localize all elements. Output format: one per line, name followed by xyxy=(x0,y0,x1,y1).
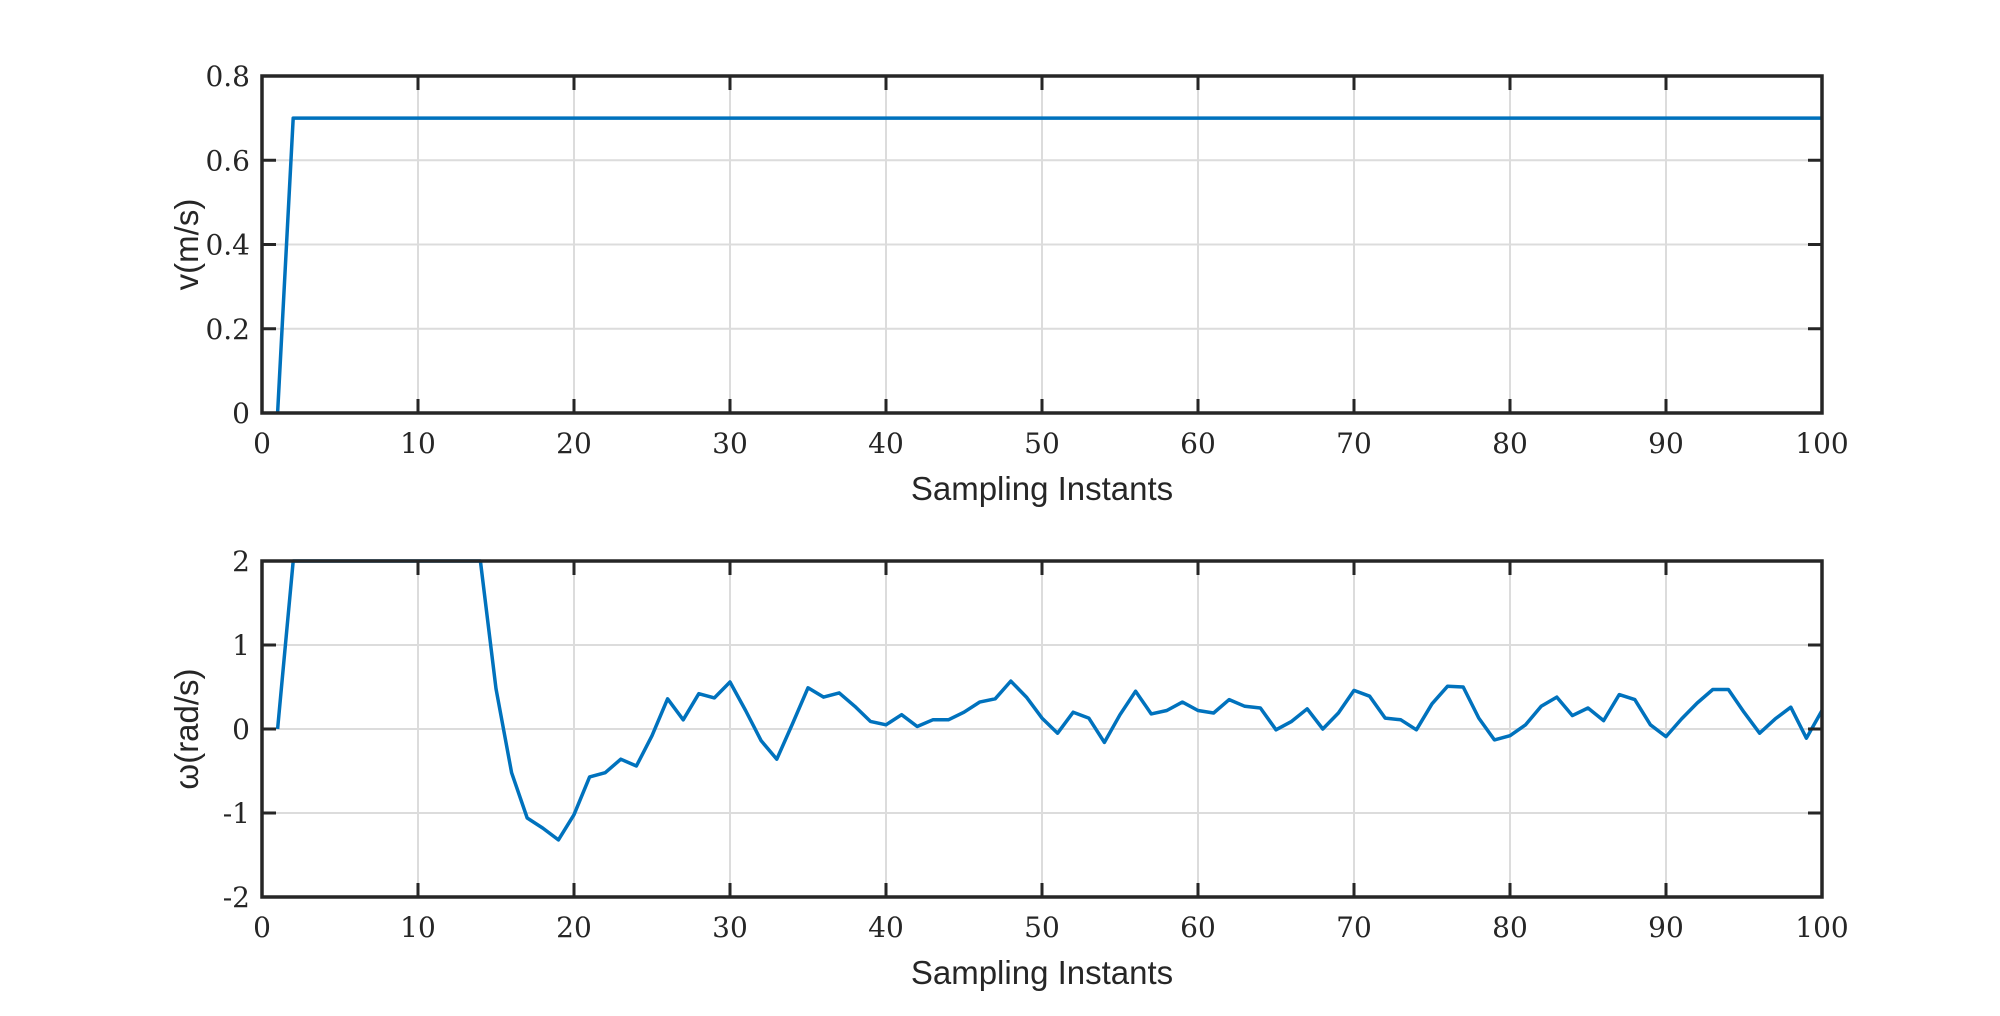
velocity-series-line xyxy=(275,116,1822,414)
omega-x-tick-label: 20 xyxy=(556,911,592,944)
omega-y-tick-label: 0 xyxy=(232,713,250,746)
subplot-velocity: 0 10 20 30 40 50 60 70 80 90 100 0 0.2 0.4 0.6 0.8 Sam… xyxy=(168,60,1849,507)
omega-x-tick-label: 80 xyxy=(1492,911,1528,944)
velocity-y-tick-labels: 0 0.2 0.4 0.6 0.8 xyxy=(205,60,250,430)
velocity-y-tick-label: 0.6 xyxy=(205,144,250,177)
omega-y-axis-label: ω(rad/s) xyxy=(168,668,205,789)
omega-series xyxy=(275,559,1824,842)
velocity-x-axis-label: Sampling Instants xyxy=(911,470,1173,507)
omega-x-tick-label: 90 xyxy=(1648,911,1684,944)
omega-x-tick-label: 50 xyxy=(1024,911,1060,944)
omega-series-line xyxy=(275,559,1824,842)
velocity-x-tick-label: 100 xyxy=(1795,427,1848,460)
velocity-x-tick-label: 90 xyxy=(1648,427,1684,460)
omega-ticks xyxy=(260,559,1824,899)
velocity-y-tick-label: 0.2 xyxy=(205,313,250,346)
omega-y-tick-label: -1 xyxy=(223,797,250,830)
velocity-x-tick-label: 50 xyxy=(1024,427,1060,460)
omega-y-tick-label: 2 xyxy=(232,545,250,578)
omega-x-tick-label: 40 xyxy=(868,911,904,944)
velocity-x-tick-label: 30 xyxy=(712,427,748,460)
omega-x-tick-label: 60 xyxy=(1180,911,1216,944)
omega-x-tick-labels: 0 10 20 30 40 50 60 70 80 90 100 xyxy=(253,911,1849,944)
omega-x-tick-label: 30 xyxy=(712,911,748,944)
velocity-series xyxy=(275,116,1822,414)
velocity-y-tick-label: 0.4 xyxy=(205,229,250,262)
velocity-x-tick-label: 20 xyxy=(556,427,592,460)
velocity-y-tick-label: 0 xyxy=(232,397,250,430)
omega-grid xyxy=(261,560,1823,898)
velocity-ticks xyxy=(260,74,1824,415)
omega-x-tick-label: 0 xyxy=(253,911,271,944)
velocity-x-tick-label: 40 xyxy=(868,427,904,460)
velocity-x-tick-label: 60 xyxy=(1180,427,1216,460)
velocity-y-axis-label: v(m/s) xyxy=(168,199,205,291)
velocity-y-tick-label: 0.8 xyxy=(205,60,250,93)
omega-x-tick-label: 100 xyxy=(1795,911,1848,944)
omega-y-tick-label: 1 xyxy=(232,629,250,662)
velocity-x-tick-label: 0 xyxy=(253,427,271,460)
velocity-x-tick-label: 10 xyxy=(400,427,436,460)
omega-y-tick-label: -2 xyxy=(223,881,250,914)
omega-y-tick-labels: -2 -1 0 1 2 xyxy=(223,545,250,914)
omega-x-tick-label: 10 xyxy=(400,911,436,944)
omega-x-axis-label: Sampling Instants xyxy=(911,954,1173,991)
velocity-x-tick-labels: 0 10 20 30 40 50 60 70 80 90 100 xyxy=(253,427,1849,460)
velocity-x-tick-label: 70 xyxy=(1336,427,1372,460)
velocity-grid xyxy=(261,75,1823,414)
subplot-angular-velocity: 0 10 20 30 40 50 60 70 80 90 100 -2 -1 0 1 2 Sampling … xyxy=(168,545,1849,991)
velocity-x-tick-label: 80 xyxy=(1492,427,1528,460)
omega-x-tick-label: 70 xyxy=(1336,911,1372,944)
